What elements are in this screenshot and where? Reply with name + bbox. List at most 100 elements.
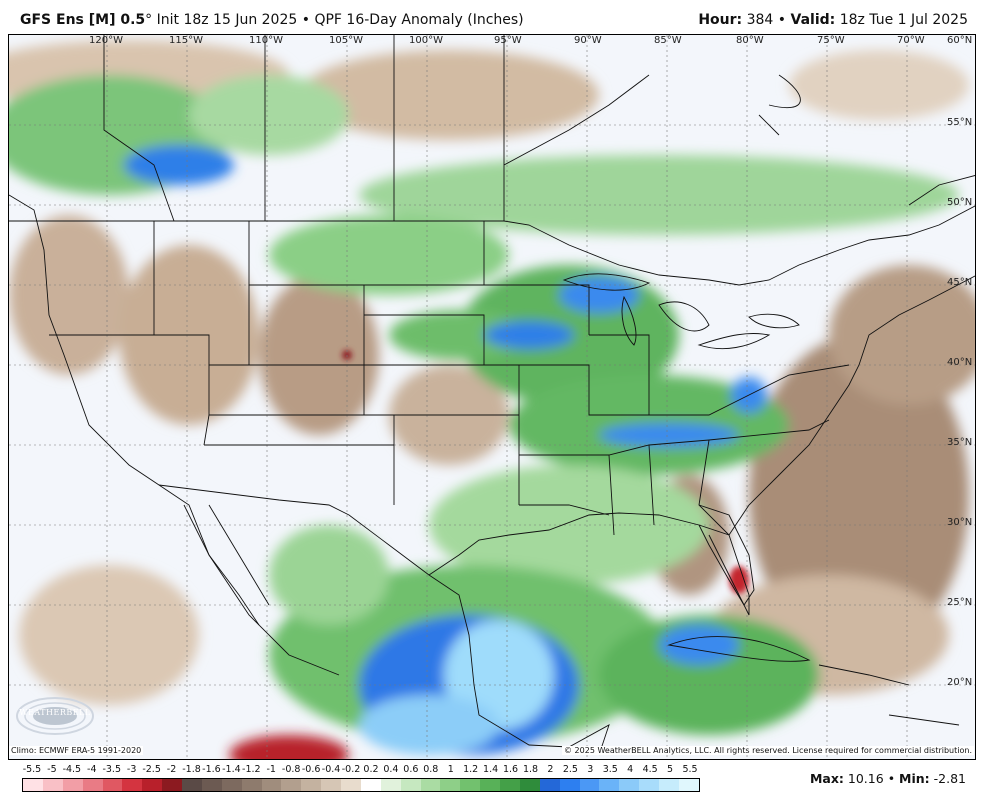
legend-swatch [23,779,43,791]
min-label: Min: [899,771,930,786]
legend-tick-label: -5.5 [22,764,42,775]
map-canvas [9,35,975,759]
lat-label-45n: 45°N [947,277,973,288]
degree-sign: ° [145,12,153,28]
legend-tick-label: -0.8 [281,764,301,775]
legend-tick-label: 0.4 [383,764,399,775]
political-boundaries [9,35,975,756]
lon-label-110w: 110°W [249,35,283,46]
lon-label-80w: 80°W [736,35,764,46]
legend-tick-label: -4 [87,764,97,775]
lon-label-70w: 70°W [897,35,925,46]
graticule [9,35,975,759]
legend-swatch [301,779,322,791]
legend-swatch [619,779,640,791]
max-value: 10.16 [847,771,884,786]
legend-swatch [62,779,83,791]
lat-label-20n: 20°N [947,677,973,688]
lon-label-100w: 100°W [409,35,443,46]
stats-bullet: • [887,771,896,786]
color-legend [22,778,700,792]
legend-tick-label: 1 [447,764,454,775]
legend-tick-label: 3.5 [602,764,618,775]
lat-label-30n: 30°N [947,517,973,528]
climo-note: Climo: ECMWF ERA-5 1991-2020 [9,746,144,755]
legend-tick-label: -1.6 [202,764,221,775]
legend-swatch [261,779,282,791]
lon-label-120w: 120°W [89,35,123,46]
legend-tick-label: 2 [547,764,554,775]
lat-label-35n: 35°N [947,437,973,448]
legend-swatch [460,779,481,791]
lon-label-115w: 115°W [169,35,203,46]
legend-swatch [639,779,659,791]
logo-text: WEATHERBELL [19,708,91,717]
legend-swatch [241,779,262,791]
legend-tick-label: 1.6 [502,764,519,775]
legend-tick-label: 1.4 [483,764,499,775]
legend-tick-label: -0.2 [341,764,361,775]
max-min-stats: Max: 10.16 • Min: -2.81 [810,771,966,786]
legend-swatch [182,779,202,791]
legend-swatch [579,779,600,791]
legend-tick-label: 1.2 [463,764,479,775]
legend-tick-label: -3.5 [102,764,122,775]
valid-time-info: Hour: 384 • Valid: 18z Tue 1 Jul 2025 [698,12,968,28]
legend-swatch [440,779,461,791]
legend-tick-label: 2.5 [562,764,578,775]
lon-label-90w: 90°W [574,35,602,46]
legend-tick-label: -5 [47,764,57,775]
legend-tick-label: -1 [266,764,276,775]
legend-tick-label: -1.4 [222,764,241,775]
legend-tick-label: -4.5 [62,764,82,775]
legend-tick-label: -2.5 [142,764,161,775]
legend-swatch [380,779,401,791]
legend-swatch [321,779,341,791]
legend-swatch [559,779,580,791]
legend-tick-label: 0.6 [403,764,419,775]
lat-label-60n: 60°N [947,35,973,46]
anomaly-field [9,40,975,759]
legend-tick-label: -2 [166,764,177,775]
legend-swatch [500,779,520,791]
legend-tick-label: 5 [667,764,674,775]
valid-value: 18z Tue 1 Jul 2025 [839,12,968,28]
lat-label-25n: 25°N [947,597,973,608]
legend-tick-label: -0.6 [301,764,321,775]
legend-swatch [42,779,63,791]
weatherbell-logo-icon: WEATHERBELL [12,694,98,738]
legend-swatch [162,779,182,791]
legend-tick-label: -1.8 [182,764,201,775]
init-time: Init 18z 15 Jun 2025 [156,12,298,28]
legend-swatch [102,779,123,791]
chart-title: GFS Ens [M] 0.5° Init 18z 15 Jun 2025 • … [20,12,524,28]
legend-swatch [480,779,500,791]
legend-tick-label: 1.8 [522,764,539,775]
lat-label-40n: 40°N [947,357,973,368]
legend-swatch [360,779,381,791]
model-name: GFS Ens [M] 0.5 [20,12,146,28]
legend-tick-label: 4 [627,764,634,775]
min-value: -2.81 [933,771,966,786]
legend-tick-label: -0.4 [321,764,341,775]
legend-swatch [142,779,163,791]
legend-swatch [659,779,679,791]
legend-tick-labels: -5.5 -5 -4.5 -4 -3.5 -3 -2.5 -2 -1.8 -1.6 -1.4 -1.2… [22,764,700,776]
legend-tick-label: 0.8 [423,764,439,775]
hour-value: 384 [746,12,774,28]
legend-swatch [519,779,540,791]
lon-label-95w: 95°W [494,35,522,46]
legend-swatch [678,779,699,791]
legend-swatch [82,779,103,791]
legend-swatch [122,779,143,791]
legend-swatch [221,779,242,791]
legend-swatch [341,779,361,791]
legend-swatch [420,779,441,791]
legend-tick-label: -3 [126,764,137,775]
hour-label: Hour: [698,12,743,28]
title-bullet: • [301,12,310,28]
copyright-note: © 2025 WeatherBELL Analytics, LLC. All r… [562,746,974,755]
lat-label-50n: 50°N [947,197,973,208]
legend-tick-label: 5.5 [682,764,698,775]
legend-swatch [201,779,222,791]
